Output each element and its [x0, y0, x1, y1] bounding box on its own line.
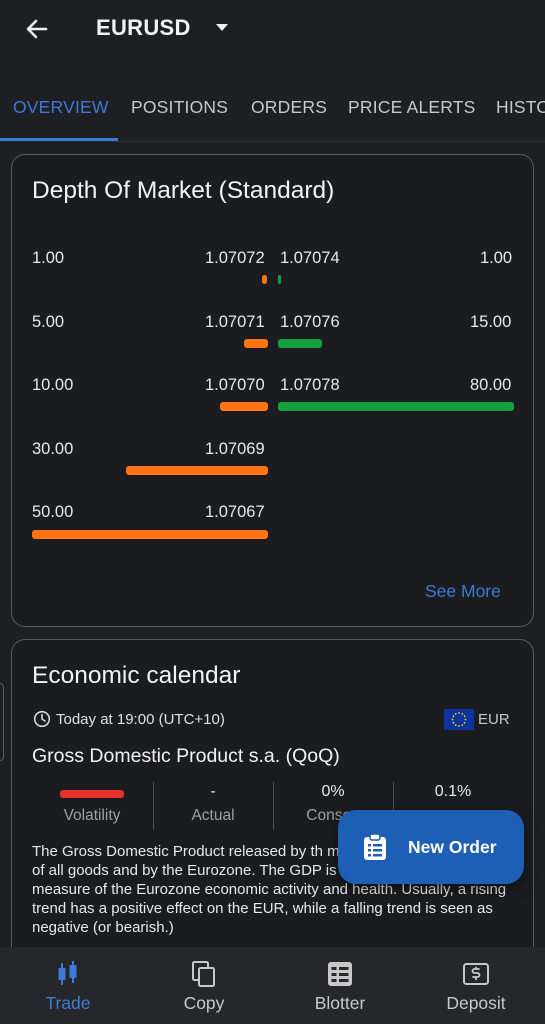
nav-deposit[interactable]: Deposit: [408, 947, 544, 1024]
bid-price: 1.07070: [205, 376, 265, 394]
bid-volume: 30.00: [32, 440, 74, 458]
bid-depth-bar: [262, 275, 267, 284]
ask-price: 1.07074: [280, 249, 340, 267]
ask-depth-bar: [278, 275, 281, 284]
top-app-bar: EURUSD: [0, 0, 545, 60]
depth-of-market-title: Depth Of Market (Standard): [32, 177, 335, 204]
bid-depth-bar: [126, 466, 268, 475]
bid-price: 1.07072: [205, 249, 265, 267]
nav-copy[interactable]: Copy: [136, 947, 272, 1024]
actual-value: -: [210, 783, 216, 800]
nav-copy-label: Copy: [183, 993, 225, 1013]
nav-deposit-label: Deposit: [446, 993, 506, 1013]
divider: [273, 782, 274, 830]
back-arrow-icon[interactable]: [22, 14, 52, 44]
bid-volume: 10.00: [32, 376, 74, 394]
nav-blotter[interactable]: Blotter: [272, 947, 408, 1024]
eu-flag-icon: [444, 709, 474, 730]
bid-depth-bar: [244, 339, 268, 348]
tab-history[interactable]: HISTO: [496, 97, 545, 117]
clock-icon: [33, 710, 51, 728]
ask-volume: 80.00: [470, 376, 512, 394]
bid-volume: 5.00: [32, 313, 65, 331]
candlestick-icon: [58, 961, 77, 985]
ask-depth-bar: [278, 339, 322, 348]
ask-depth-bar: [278, 402, 514, 411]
blotter-icon: [328, 962, 352, 986]
new-order-button[interactable]: New Order: [338, 810, 524, 884]
economic-calendar-card: Economic calendar Today at 19:00 (UTC+10…: [11, 639, 534, 969]
bid-volume: 1.00: [32, 249, 65, 267]
ask-price: 1.07078: [280, 376, 340, 394]
bid-depth-bar: [220, 402, 268, 411]
tab-orders[interactable]: ORDERS: [251, 97, 328, 117]
volatility-stat: Volatility: [32, 783, 152, 831]
currency-code: EUR: [478, 711, 510, 728]
actual-stat: - Actual: [153, 783, 273, 831]
deposit-icon: [463, 963, 489, 985]
bid-depth-bar: [32, 530, 268, 539]
ask-volume: 1.00: [480, 249, 513, 267]
volatility-bar: [60, 790, 124, 798]
nav-blotter-label: Blotter: [314, 993, 366, 1013]
bid-volume: 50.00: [32, 503, 74, 521]
previous-stat: 0.1%: [393, 783, 513, 831]
bid-price: 1.07067: [205, 503, 265, 521]
economic-calendar-title: Economic calendar: [32, 662, 241, 689]
actual-label: Actual: [191, 807, 235, 824]
symbol-title[interactable]: EURUSD: [96, 15, 191, 40]
divider: [153, 782, 154, 830]
nav-trade-label: Trade: [45, 993, 91, 1013]
consensus-value: 0%: [321, 783, 345, 800]
new-order-label: New Order: [408, 837, 497, 857]
previous-value: 0.1%: [434, 783, 472, 800]
tab-price-alerts[interactable]: PRICE ALERTS: [348, 97, 476, 117]
depth-of-market-card: Depth Of Market (Standard) 1.00 1.07072 …: [11, 154, 534, 627]
chevron-down-icon[interactable]: [214, 22, 230, 34]
event-time: Today at 19:00 (UTC+10): [56, 711, 225, 728]
bid-price: 1.07069: [205, 440, 265, 458]
tab-bar: OVERVIEW POSITIONS ORDERS PRICE ALERTS H…: [0, 82, 545, 142]
edge-handle: [0, 683, 4, 761]
nav-trade[interactable]: Trade: [0, 947, 136, 1024]
bottom-navigation: Trade Copy Blotter Deposit: [0, 947, 545, 1024]
see-more-link[interactable]: See More: [425, 581, 501, 601]
divider: [393, 782, 394, 830]
copy-icon: [192, 961, 215, 987]
tab-positions[interactable]: POSITIONS: [131, 97, 229, 117]
tab-overview[interactable]: OVERVIEW: [13, 97, 109, 117]
volatility-label: Volatility: [63, 807, 121, 824]
active-tab-indicator: [0, 138, 118, 141]
clipboard-icon: [364, 833, 386, 860]
event-name: Gross Domestic Product s.a. (QoQ): [32, 745, 340, 767]
ask-price: 1.07076: [280, 313, 340, 331]
bid-price: 1.07071: [205, 313, 265, 331]
ask-volume: 15.00: [470, 313, 512, 331]
